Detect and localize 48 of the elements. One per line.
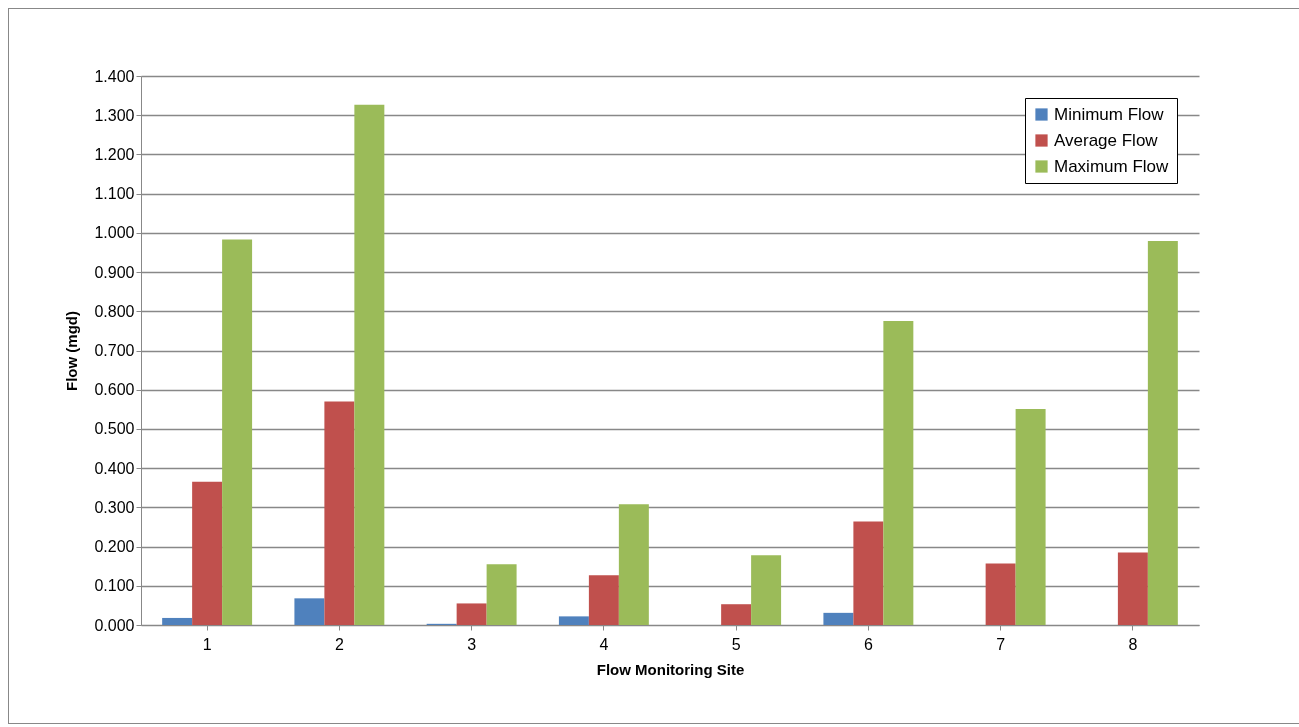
- bar: [751, 555, 782, 625]
- y-tick-label: 0.200: [94, 538, 135, 556]
- y-tick-label: 0.900: [94, 263, 135, 281]
- y-tick-label: 1.400: [94, 67, 135, 85]
- bar: [1147, 241, 1178, 625]
- bar: [162, 617, 193, 625]
- y-tick-label: 1.000: [94, 224, 135, 242]
- x-axis-title: Flow Monitoring Site: [596, 660, 745, 678]
- bar: [192, 481, 223, 625]
- x-tick-label: 2: [334, 635, 344, 653]
- x-tick-label: 1: [202, 635, 212, 653]
- bar: [1117, 552, 1148, 625]
- x-tick-label: 8: [1128, 635, 1138, 653]
- y-axis-title: Flow (mgd): [63, 311, 81, 391]
- bar: [853, 521, 884, 625]
- y-tick-label: 0.700: [94, 342, 135, 359]
- y-tick-label: 0.300: [94, 498, 135, 516]
- y-tick-label: 0.500: [94, 420, 135, 438]
- bar: [1015, 408, 1046, 625]
- bar: [486, 564, 517, 625]
- legend-label: Minimum Flow: [1054, 104, 1165, 124]
- x-tick-label: 6: [863, 635, 873, 653]
- y-tick-label: 1.200: [94, 145, 135, 163]
- y-tick-label: 0.000: [94, 616, 135, 634]
- x-tick-label: 7: [996, 635, 1006, 653]
- bar: [985, 563, 1016, 625]
- bar: [823, 612, 854, 625]
- bar: [354, 104, 385, 625]
- bar: [456, 603, 487, 625]
- bar: [324, 401, 355, 625]
- bar: [721, 604, 752, 625]
- y-tick-label: 0.600: [94, 381, 135, 399]
- y-tick-label: 0.800: [94, 302, 135, 320]
- y-tick-label: 0.400: [94, 459, 135, 477]
- bar: [588, 575, 619, 625]
- legend-label: Maximum Flow: [1054, 156, 1170, 176]
- bar: [618, 504, 649, 625]
- y-tick-label: 0.100: [94, 577, 135, 595]
- x-tick-label: 3: [467, 635, 477, 653]
- bar: [558, 616, 589, 625]
- bar: [883, 321, 914, 625]
- x-tick-label: 4: [599, 635, 609, 653]
- legend-label: Average Flow: [1054, 130, 1159, 150]
- y-tick-label: 1.100: [94, 185, 135, 203]
- y-tick-label: 1.300: [94, 106, 135, 124]
- bar: [222, 239, 253, 625]
- bar: [294, 598, 325, 625]
- x-tick-label: 5: [731, 635, 741, 653]
